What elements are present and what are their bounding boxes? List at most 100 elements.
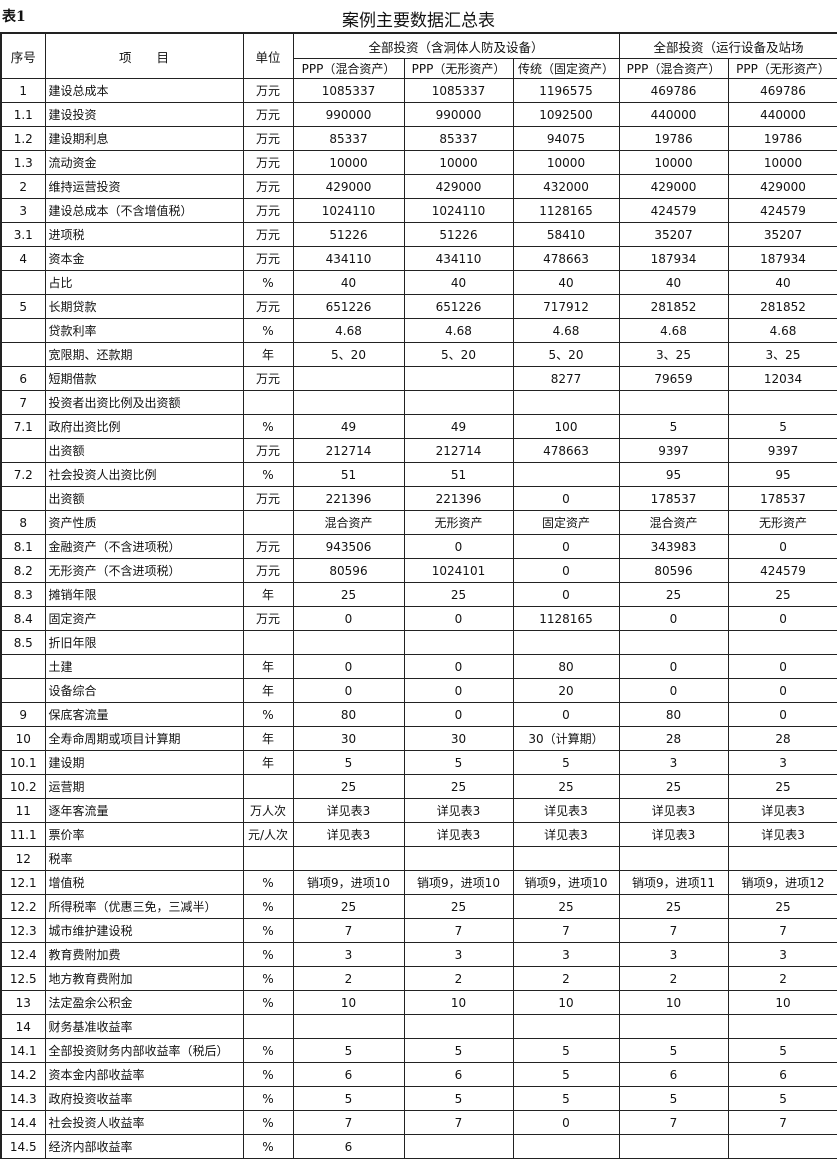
table-row: 12.2 所得税率（优惠三免，三减半）% 25 25 25 25 25 — [0, 894, 837, 919]
cell-value: 7 — [618, 1110, 729, 1135]
cell-value: 95 — [618, 462, 729, 487]
cell-item: 运营期 — [44, 774, 244, 799]
cell-value: 80 — [292, 702, 405, 727]
cell-unit: 年 — [242, 654, 294, 679]
cell-unit: 万元 — [242, 486, 294, 511]
cell-value: 178537 — [727, 486, 837, 511]
cell-value: 79659 — [618, 366, 729, 391]
cell-value — [512, 1134, 620, 1159]
cell-item: 金融资产（不含进项税） — [44, 534, 244, 559]
cell-item: 资本金内部收益率 — [44, 1062, 244, 1087]
cell-value: 0 — [512, 702, 620, 727]
cell-item: 逐年客流量 — [44, 798, 244, 823]
cell-unit: 年 — [242, 726, 294, 751]
cell-value: 6 — [403, 1062, 514, 1087]
cell-value: 5 — [292, 750, 405, 775]
cell-value: 28 — [618, 726, 729, 751]
cell-value: 80 — [618, 702, 729, 727]
cell-value — [618, 846, 729, 871]
cell-value: 440000 — [618, 102, 729, 127]
cell-unit — [242, 774, 294, 799]
table-row: 2 维持运营投资 万元 429000 429000 432000 429000 429000 — [0, 174, 837, 199]
cell-value: 详见表3 — [618, 798, 729, 823]
cell-unit: % — [242, 702, 294, 727]
table-row: 14.3 政府投资收益率% 5 5 5 5 5 — [0, 1086, 837, 1111]
cell-value: 30（计算期） — [512, 726, 620, 751]
cell-value: 85337 — [292, 126, 405, 151]
cell-value: 5 — [512, 1062, 620, 1087]
cell-unit: % — [242, 966, 294, 991]
cell-unit — [242, 630, 294, 655]
cell-unit: 万元 — [242, 606, 294, 631]
cell-item: 地方教育费附加 — [44, 966, 244, 991]
cell-unit: % — [242, 990, 294, 1015]
cell-unit: 年 — [242, 750, 294, 775]
cell-item: 建设投资 — [44, 102, 244, 127]
cell-value: 详见表3 — [512, 822, 620, 847]
cell-value: 40 — [512, 270, 620, 295]
cell-value: 12034 — [727, 366, 837, 391]
cell-value: 187934 — [618, 246, 729, 271]
table-row: 6 短期借款 万元 8277 79659 12034 — [0, 366, 837, 391]
cell-item: 投资者出资比例及出资额 — [44, 390, 244, 415]
cell-value: 19786 — [618, 126, 729, 151]
table-row: 占比% 40 40 40 40 40 — [0, 270, 837, 295]
cell-value — [512, 390, 620, 415]
cell-value: 混合资产 — [618, 510, 729, 535]
cell-value: 详见表3 — [618, 822, 729, 847]
cell-value: 1024110 — [403, 198, 514, 223]
cell-value: 3 — [512, 942, 620, 967]
cell-value: 10000 — [727, 150, 837, 175]
cell-item: 全部投资财务内部收益率（税后） — [44, 1038, 244, 1063]
cell-value: 1024110 — [292, 198, 405, 223]
cell-value: 0 — [403, 606, 514, 631]
cell-value: 0 — [727, 678, 837, 703]
cell-value: 7 — [292, 918, 405, 943]
cell-value: 详见表3 — [727, 798, 837, 823]
cell-unit: % — [242, 1134, 294, 1159]
cell-value: 35207 — [727, 222, 837, 247]
cell-seq: 4 — [0, 246, 46, 271]
table-row: 设备综合年 0 0 20 0 0 — [0, 678, 837, 703]
cell-value: 19786 — [727, 126, 837, 151]
cell-value: 4.68 — [727, 318, 837, 343]
cell-item: 政府出资比例 — [44, 414, 244, 439]
cell-value: 424579 — [727, 558, 837, 583]
cell-item: 流动资金 — [44, 150, 244, 175]
cell-seq: 14.5 — [0, 1134, 46, 1159]
table-row: 12.4 教育费附加费% 3 3 3 3 3 — [0, 942, 837, 967]
cell-value: 651226 — [292, 294, 405, 319]
header-seq: 序号 — [0, 32, 46, 79]
table-row: 12.1 增值税% 销项9，进项10 销项9，进项10 销项9，进项10 销项9，进项11… — [0, 870, 837, 895]
cell-unit — [242, 390, 294, 415]
cell-value: 详见表3 — [403, 798, 514, 823]
cell-value: 0 — [727, 534, 837, 559]
cell-seq: 8.2 — [0, 558, 46, 583]
cell-value: 25 — [618, 582, 729, 607]
cell-item: 短期借款 — [44, 366, 244, 391]
cell-value: 429000 — [292, 174, 405, 199]
cell-seq: 14.4 — [0, 1110, 46, 1135]
cell-unit: 万元 — [242, 126, 294, 151]
cell-item: 经济内部收益率 — [44, 1134, 244, 1159]
cell-item: 设备综合 — [44, 678, 244, 703]
cell-value: 1085337 — [403, 78, 514, 103]
cell-unit: % — [242, 270, 294, 295]
cell-seq: 12.1 — [0, 870, 46, 895]
cell-value — [727, 390, 837, 415]
cell-value: 5 — [727, 1038, 837, 1063]
cell-value — [292, 846, 405, 871]
cell-value: 3 — [618, 942, 729, 967]
table-row: 11 逐年客流量 万人次 详见表3 详见表3 详见表3 详见表3 详见表3 — [0, 798, 837, 823]
cell-value: 25 — [292, 894, 405, 919]
cell-seq: 2 — [0, 174, 46, 199]
cell-value: 25 — [403, 894, 514, 919]
cell-value: 51226 — [403, 222, 514, 247]
cell-value — [292, 1014, 405, 1039]
cell-value: 178537 — [618, 486, 729, 511]
cell-value: 销项9，进项10 — [403, 870, 514, 895]
cell-value: 281852 — [618, 294, 729, 319]
cell-value: 销项9，进项11 — [618, 870, 729, 895]
cell-value: 469786 — [727, 78, 837, 103]
cell-seq: 12.3 — [0, 918, 46, 943]
